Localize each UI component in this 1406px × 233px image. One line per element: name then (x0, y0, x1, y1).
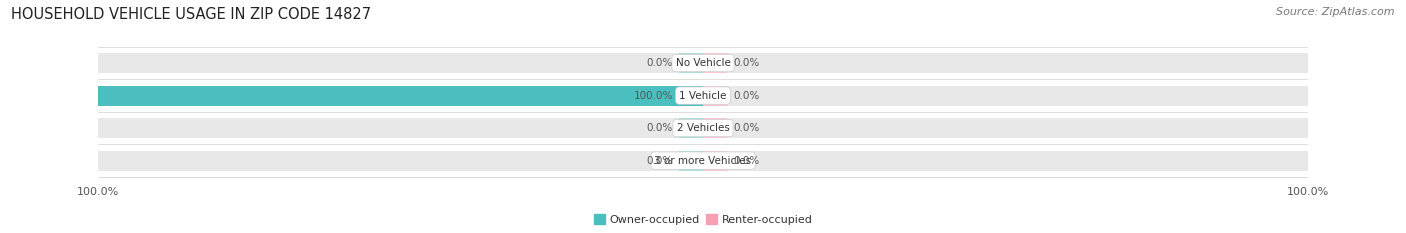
Text: 0.0%: 0.0% (734, 156, 759, 166)
Text: 0.0%: 0.0% (734, 58, 759, 68)
Legend: Owner-occupied, Renter-occupied: Owner-occupied, Renter-occupied (589, 210, 817, 229)
Bar (703, 151, 727, 171)
Bar (98, 118, 1308, 138)
Bar (703, 53, 727, 73)
Bar (98, 86, 703, 106)
Text: 0.0%: 0.0% (734, 91, 759, 101)
Bar (703, 118, 727, 138)
Text: 1 Vehicle: 1 Vehicle (679, 91, 727, 101)
Bar (98, 151, 1308, 171)
Text: HOUSEHOLD VEHICLE USAGE IN ZIP CODE 14827: HOUSEHOLD VEHICLE USAGE IN ZIP CODE 1482… (11, 7, 371, 22)
Bar (679, 86, 703, 106)
Bar (98, 53, 1308, 73)
Text: 100.0%: 100.0% (633, 91, 672, 101)
Text: 0.0%: 0.0% (734, 123, 759, 133)
Text: Source: ZipAtlas.com: Source: ZipAtlas.com (1277, 7, 1395, 17)
Bar (703, 86, 727, 106)
Text: 0.0%: 0.0% (647, 156, 672, 166)
Bar (679, 53, 703, 73)
Bar (98, 86, 1308, 106)
Text: 3 or more Vehicles: 3 or more Vehicles (654, 156, 752, 166)
Text: 0.0%: 0.0% (647, 123, 672, 133)
Text: 2 Vehicles: 2 Vehicles (676, 123, 730, 133)
Bar (679, 151, 703, 171)
Text: 0.0%: 0.0% (647, 58, 672, 68)
Text: No Vehicle: No Vehicle (675, 58, 731, 68)
Bar (679, 118, 703, 138)
